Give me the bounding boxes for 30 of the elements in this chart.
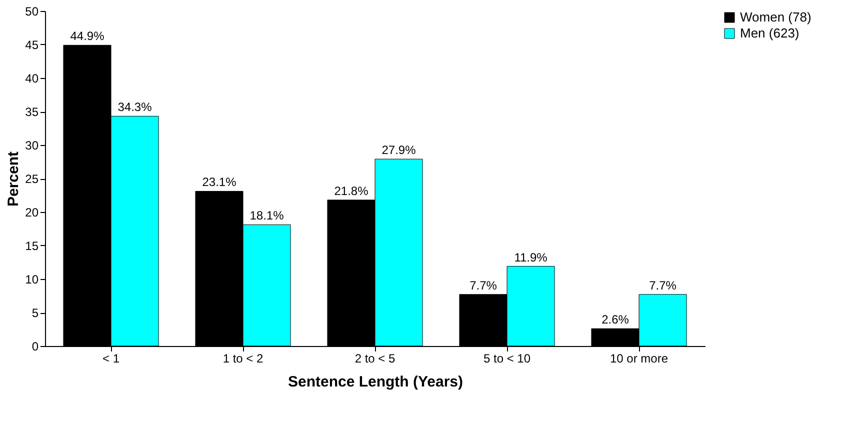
x-tick-label: < 1 <box>102 352 120 366</box>
data-label: 7.7% <box>649 278 677 292</box>
y-tick-label: 50 <box>25 4 39 18</box>
y-tick-label: 25 <box>25 172 39 186</box>
y-tick-label: 45 <box>25 38 39 52</box>
y-tick-label: 35 <box>25 105 39 119</box>
data-label: 44.9% <box>70 29 105 44</box>
x-tick-label: 1 to < 2 <box>222 352 264 366</box>
x-tick-label: 2 to < 5 <box>354 352 396 366</box>
data-label: 34.3% <box>118 100 152 114</box>
data-label: 2.6% <box>602 312 630 327</box>
y-tick-label: 20 <box>25 206 39 220</box>
y-axis-title: Percent <box>5 151 22 207</box>
x-axis-title: Sentence Length (Years) <box>288 374 464 390</box>
x-tick-label: 10 or more <box>610 352 668 366</box>
y-tick-label: 15 <box>25 239 39 253</box>
legend-label: Women (78) <box>740 10 812 24</box>
y-tick-label: 40 <box>25 72 39 86</box>
x-tick-label: 5 to < 10 <box>483 352 531 366</box>
data-label: 23.1% <box>202 175 237 190</box>
legend-label: Men (623) <box>740 26 800 40</box>
y-tick-label: 5 <box>32 306 39 320</box>
y-tick-label: 0 <box>32 340 39 354</box>
data-label: 7.7% <box>470 278 498 292</box>
y-tick-label: 30 <box>25 138 39 152</box>
data-label: 18.1% <box>250 208 284 223</box>
data-label: 27.9% <box>382 143 416 158</box>
data-label: 11.9% <box>514 250 548 264</box>
data-label: 21.8% <box>334 184 369 198</box>
y-tick-label: 10 <box>25 272 39 286</box>
